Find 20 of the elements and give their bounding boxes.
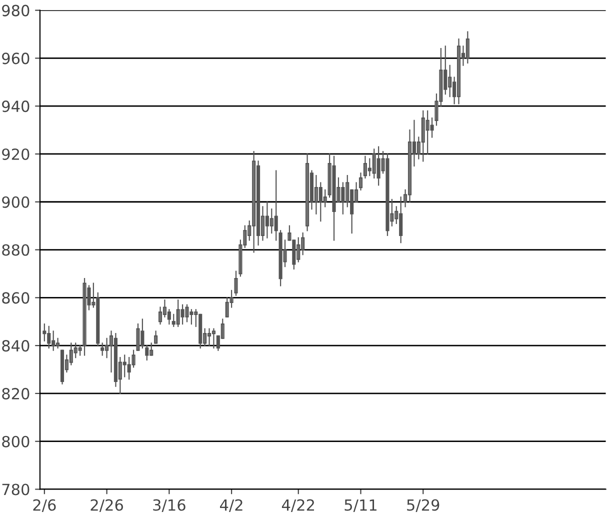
x-tick-label: 4/2 [220, 499, 242, 512]
y-tick-label: 860 [2, 292, 30, 304]
candlestick [430, 118, 434, 138]
candlestick [185, 304, 189, 322]
y-tick-label: 900 [2, 196, 30, 208]
y-tick-label: 940 [2, 100, 30, 112]
y-tick-label: 820 [2, 388, 30, 400]
x-tick-label: 5/29 [407, 499, 440, 512]
x-tick-label: 5/11 [344, 499, 376, 512]
y-tick-label: 840 [2, 340, 30, 352]
x-tick-label: 4/22 [282, 499, 314, 512]
y-tick-label: 800 [2, 436, 30, 448]
y-tick-label: 920 [2, 148, 30, 160]
x-tick-label: 2/6 [33, 499, 56, 512]
y-tick-label: 780 [2, 484, 30, 496]
x-tick-label: 3/16 [153, 499, 186, 512]
y-tick-label: 960 [2, 52, 30, 64]
y-tick-label: 980 [2, 4, 30, 16]
x-tick-label: 2/26 [90, 499, 123, 512]
y-tick-label: 880 [2, 244, 30, 256]
